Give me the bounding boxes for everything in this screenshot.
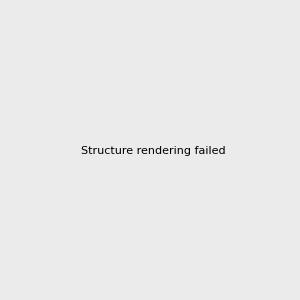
Text: Structure rendering failed: Structure rendering failed: [81, 146, 226, 157]
